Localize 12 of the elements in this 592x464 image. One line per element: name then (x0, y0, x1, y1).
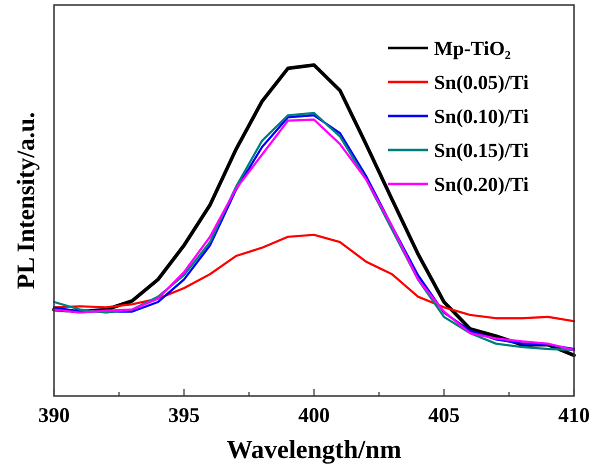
x-tick-label: 410 (558, 403, 590, 427)
legend-label: Mp-TiO₂ (434, 38, 511, 60)
legend-label: Sn(0.15)/Ti (434, 140, 530, 162)
x-tick-label: 400 (298, 403, 330, 427)
x-tick-label: 395 (168, 403, 200, 427)
legend-label: Sn(0.20)/Ti (434, 174, 530, 196)
x-tick-label: 390 (38, 403, 70, 427)
x-axis-title: Wavelength/nm (226, 435, 402, 464)
y-axis-title: PL Intensity/a.u. (13, 112, 40, 290)
legend-label: Sn(0.10)/Ti (434, 106, 530, 128)
legend-label: Sn(0.05)/Ti (434, 72, 530, 94)
x-tick-label: 405 (428, 403, 460, 427)
